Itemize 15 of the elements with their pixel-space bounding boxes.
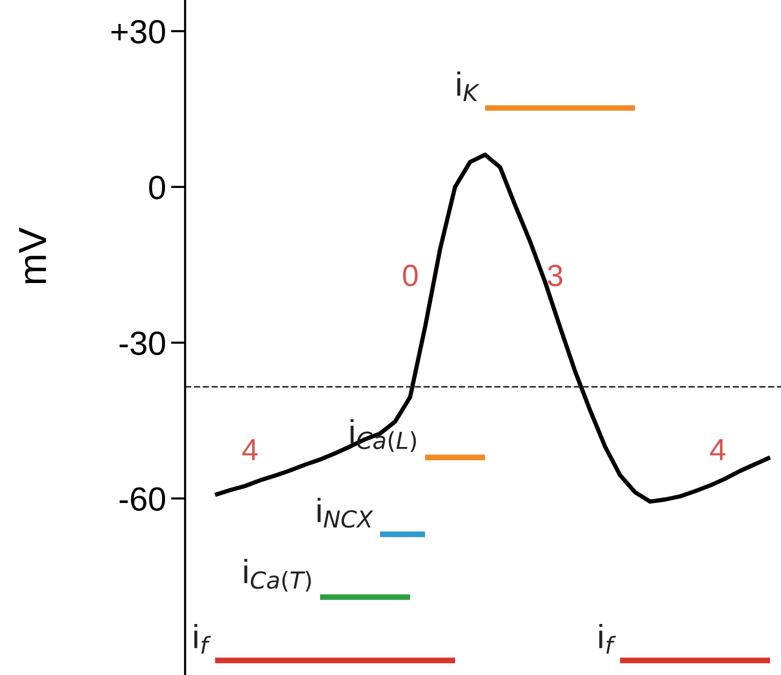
series-label: i$_{K}$ — [457, 72, 480, 102]
y-axis-title: mV — [19, 228, 46, 284]
annotation: 4 — [710, 439, 726, 460]
annotation: 0 — [403, 264, 418, 286]
text: i$_{f}$ — [599, 624, 616, 654]
y-tick-label: -30 — [120, 331, 166, 356]
y-tick-label: +30 — [111, 20, 166, 44]
annotation: 4 — [242, 439, 258, 460]
y-tick-label: 0 — [149, 176, 166, 200]
series-label: i$_{f}$ — [194, 624, 211, 654]
series-label: i$_{Ca(T)}$ — [244, 558, 311, 592]
series-label: i$_{Ca(L)}$ — [350, 419, 416, 452]
y-tick-label: -60 — [120, 487, 166, 511]
annotation: 3 — [548, 264, 562, 286]
series-label: i$_{NCX}$ — [318, 498, 374, 528]
